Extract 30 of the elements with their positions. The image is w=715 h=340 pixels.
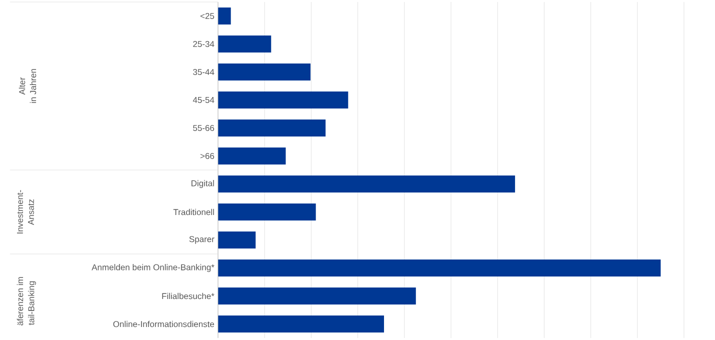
bar (218, 203, 316, 220)
bar (218, 315, 384, 332)
y-tick-label: Anmelden beim Online-Banking* (92, 264, 214, 272)
y-tick-label: >66 (200, 152, 214, 159)
bar (218, 259, 661, 276)
bar (218, 147, 286, 164)
y-tick-label: Digital (192, 180, 214, 188)
bar (218, 92, 348, 108)
y-tick-label: 35-44 (193, 68, 214, 76)
text: äferenzen im (16, 277, 24, 326)
y-tick-label: Online-Informationsdienste (113, 320, 214, 328)
text: Alter (18, 77, 26, 95)
y-tick-label: 45-54 (192, 97, 214, 103)
y-tick-label: Sparer (189, 236, 214, 244)
y-tick-label: <25 (200, 13, 214, 20)
y-tick-label: Filialbesuche* (162, 292, 214, 300)
text: in Jahren (30, 69, 36, 103)
y-tick-label: 55-66 (193, 124, 214, 131)
bar (218, 175, 516, 192)
y-tick-label: Traditionell (173, 208, 214, 216)
y-tick-label: 25-34 (193, 41, 214, 48)
bar (218, 119, 326, 136)
text: Investment- (17, 190, 23, 234)
bar (218, 36, 272, 52)
bar (218, 64, 311, 80)
text: tail-Banking (28, 281, 36, 326)
bar (218, 287, 416, 304)
text: Ansatz (28, 199, 34, 225)
bar (218, 231, 256, 248)
bar (218, 8, 231, 24)
